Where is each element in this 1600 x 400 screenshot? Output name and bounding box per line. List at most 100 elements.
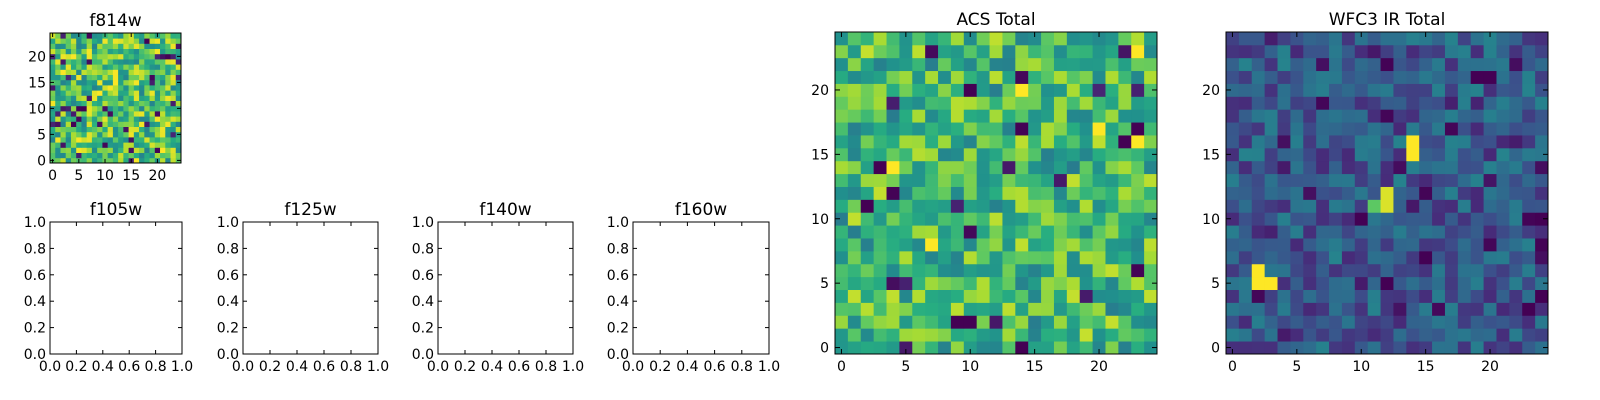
heatmap-cell bbox=[160, 157, 166, 164]
heatmap-cell bbox=[1303, 186, 1317, 200]
heatmap-cell bbox=[1290, 250, 1304, 265]
heatmap-cell bbox=[86, 116, 93, 122]
heatmap-cell bbox=[976, 186, 990, 200]
x-tick-label: 10 bbox=[961, 359, 979, 375]
heatmap-cell bbox=[976, 276, 990, 290]
heatmap-cell bbox=[123, 90, 129, 96]
heatmap-cell bbox=[1053, 186, 1068, 200]
heatmap-cell bbox=[1393, 328, 1407, 342]
heatmap-cell bbox=[107, 137, 114, 143]
heatmap-cell bbox=[175, 69, 182, 75]
heatmap-cell bbox=[1457, 147, 1472, 162]
heatmap-cell bbox=[847, 57, 862, 72]
x-tick-label: 20 bbox=[149, 168, 167, 184]
heatmap-cell bbox=[55, 69, 61, 75]
heatmap-cell bbox=[989, 83, 1003, 97]
heatmap-cell bbox=[835, 289, 849, 303]
heatmap-cell bbox=[1131, 32, 1145, 46]
heatmap-cell bbox=[1226, 96, 1240, 110]
heatmap-cell bbox=[91, 90, 98, 96]
heatmap-cell bbox=[118, 105, 124, 112]
heatmap-cell bbox=[144, 85, 150, 91]
heatmap-cell bbox=[950, 135, 965, 149]
heatmap-cell bbox=[102, 126, 109, 133]
heatmap-cell bbox=[1341, 135, 1356, 149]
heatmap-cell bbox=[1290, 57, 1304, 72]
heatmap-cell bbox=[50, 43, 56, 49]
y-tick-label: 1.0 bbox=[412, 215, 434, 231]
heatmap-cell bbox=[65, 90, 72, 96]
heatmap-cell bbox=[1470, 122, 1484, 136]
heatmap-cell bbox=[1496, 315, 1510, 329]
heatmap-cell bbox=[86, 48, 93, 55]
heatmap-cell bbox=[886, 83, 900, 97]
heatmap-cell bbox=[123, 64, 129, 70]
heatmap-cell bbox=[1483, 44, 1497, 59]
heatmap-cell bbox=[1367, 135, 1381, 149]
heatmap-cell bbox=[886, 57, 900, 72]
heatmap-cell bbox=[925, 122, 939, 136]
heatmap-cell bbox=[925, 328, 939, 342]
heatmap-cell bbox=[128, 79, 135, 86]
heatmap-cell bbox=[1354, 57, 1369, 72]
heatmap-cell bbox=[149, 147, 156, 153]
heatmap-cell bbox=[1522, 289, 1536, 303]
heatmap-cell bbox=[165, 48, 171, 55]
heatmap-cell bbox=[97, 53, 103, 60]
heatmap-cell bbox=[938, 238, 952, 252]
heatmap-cell bbox=[1092, 122, 1106, 136]
heatmap-cell bbox=[989, 44, 1003, 59]
heatmap-cell bbox=[139, 147, 145, 153]
heatmap-cell bbox=[133, 79, 140, 86]
heatmap-cell bbox=[165, 33, 171, 39]
heatmap-cell bbox=[128, 126, 135, 133]
heatmap-cell bbox=[118, 157, 124, 164]
heatmap-cell bbox=[1251, 289, 1266, 303]
heatmap-cell bbox=[1277, 83, 1291, 97]
heatmap-cell bbox=[160, 100, 166, 107]
heatmap-cell bbox=[128, 59, 135, 65]
heatmap-cell bbox=[118, 85, 124, 91]
heatmap-cell bbox=[1041, 147, 1055, 162]
heatmap-cell bbox=[1329, 199, 1343, 213]
heatmap-cell bbox=[1105, 83, 1119, 97]
y-tick-label: 0.0 bbox=[412, 347, 434, 363]
heatmap-cell bbox=[1105, 32, 1119, 46]
heatmap-cell bbox=[1432, 276, 1446, 290]
heatmap-cell bbox=[139, 105, 145, 112]
heatmap-cell bbox=[170, 126, 177, 133]
heatmap-cell bbox=[1380, 328, 1394, 342]
heatmap-cell bbox=[1406, 135, 1420, 149]
heatmap-cell bbox=[76, 85, 82, 91]
heatmap-cell bbox=[1341, 289, 1356, 303]
heatmap-cell bbox=[1509, 302, 1523, 316]
heatmap-cell bbox=[1105, 70, 1119, 84]
heatmap-cell bbox=[112, 126, 119, 133]
heatmap-cell bbox=[1226, 302, 1240, 316]
heatmap-cell bbox=[1238, 96, 1253, 110]
heatmap-cell bbox=[144, 48, 150, 55]
heatmap-cell bbox=[175, 126, 182, 133]
heatmap-cell bbox=[107, 33, 114, 39]
heatmap-cell bbox=[1329, 96, 1343, 110]
y-tick-label: 15 bbox=[28, 75, 46, 91]
heatmap-cell bbox=[950, 328, 965, 342]
heatmap-cell bbox=[165, 142, 171, 148]
heatmap-cell bbox=[1393, 135, 1407, 149]
heatmap-cell bbox=[1264, 173, 1278, 187]
heatmap-cell bbox=[65, 137, 72, 143]
heatmap-cell bbox=[107, 142, 114, 148]
heatmap-cell bbox=[1053, 250, 1068, 265]
heatmap-cell bbox=[1226, 328, 1240, 342]
heatmap-cell bbox=[1303, 289, 1317, 303]
heatmap-cell bbox=[938, 263, 952, 278]
heatmap-cell bbox=[91, 147, 98, 153]
heatmap-cell bbox=[65, 79, 72, 86]
heatmap-cell bbox=[97, 152, 103, 159]
heatmap-cell bbox=[1053, 199, 1068, 213]
heatmap-cell bbox=[1341, 44, 1356, 59]
heatmap-cell bbox=[1522, 328, 1536, 342]
heatmap-cell bbox=[112, 137, 119, 143]
heatmap-cell bbox=[1079, 70, 1093, 84]
